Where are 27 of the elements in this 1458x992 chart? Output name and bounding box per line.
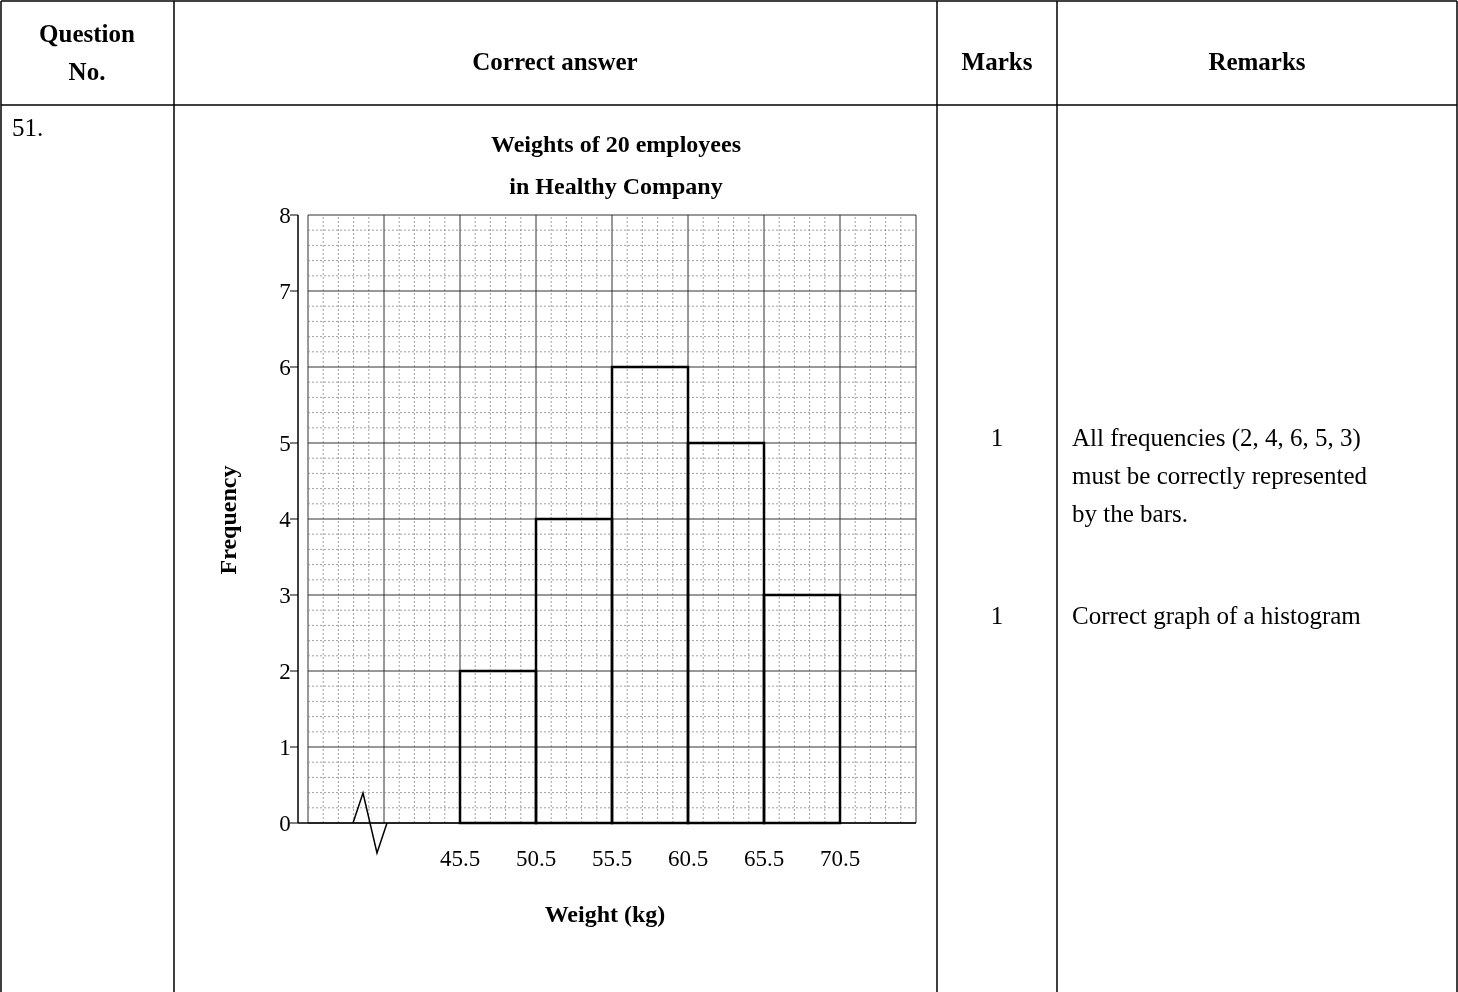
text: All frequencies (2, 4, 6, 5, 3) must be correctly represented by the bars.: [1072, 424, 1368, 527]
y-tick-label: 8: [279, 203, 291, 228]
x-tick-label: 45.5: [439, 846, 481, 871]
text: 1: [990, 424, 1004, 451]
x-tick-label: 50.5: [515, 846, 557, 871]
text: 51.: [12, 114, 44, 141]
text: 1: [990, 602, 1004, 629]
text: Correct graph of a histogram: [1072, 602, 1362, 629]
text: Marks: [961, 48, 1033, 75]
text: Remarks: [1208, 48, 1306, 75]
x-axis-title: Weight (kg): [544, 901, 666, 927]
y-tick-label: 6: [279, 355, 291, 380]
text: Question No.: [39, 20, 136, 85]
x-tick-label: 65.5: [743, 846, 785, 871]
y-axis-title: Frequency: [215, 465, 241, 575]
y-tick-label: 4: [279, 507, 292, 532]
x-tick-label: 70.5: [819, 846, 861, 871]
y-tick-label: 5: [279, 431, 291, 456]
y-tick-label: 2: [279, 659, 291, 684]
y-tick-label: 7: [279, 279, 291, 304]
text: Correct answer: [472, 48, 638, 75]
x-tick-label: 60.5: [667, 846, 709, 871]
y-tick-label: 0: [279, 811, 291, 836]
y-tick-label: 3: [279, 583, 291, 608]
chart-title: Weights of 20 employees in Healthy Company: [491, 131, 741, 199]
y-tick-label: 1: [279, 735, 291, 760]
x-tick-label: 55.5: [591, 846, 633, 871]
